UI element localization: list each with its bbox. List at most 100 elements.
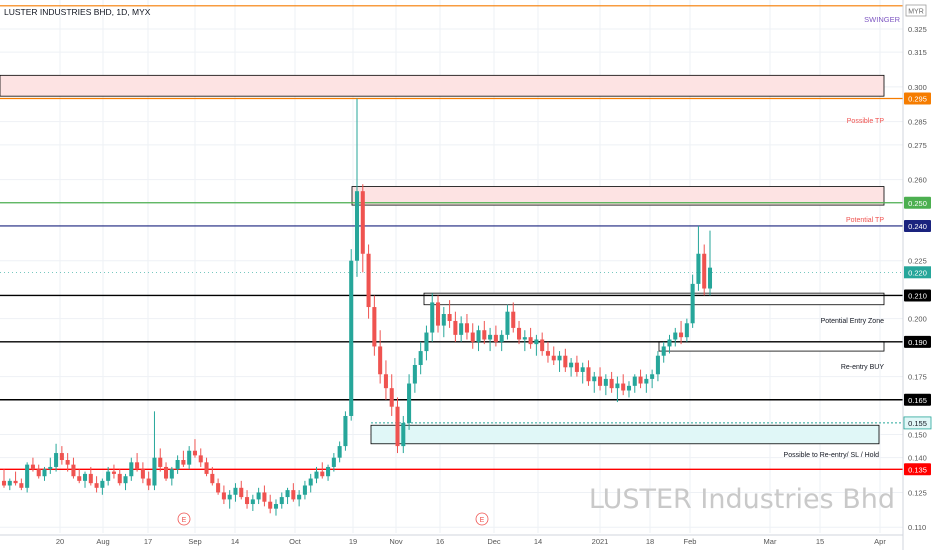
candle-body (204, 462, 209, 474)
candle-body (337, 446, 342, 458)
candle (430, 293, 435, 342)
price-tick-label: 0.150 (908, 431, 927, 440)
zones: Possible TP Potential TP Potential Entry Z… (0, 74, 885, 459)
time-axis[interactable]: 20 Aug 17 Sep 14 Oct 19 Nov 16 Dec 14 2021 18 Feb Mar 1… (0, 534, 903, 546)
candle-body (621, 383, 626, 391)
candle (534, 334, 539, 356)
candle-body (650, 374, 655, 379)
candle-body (48, 466, 53, 470)
candle (679, 320, 684, 345)
candle (1, 469, 7, 488)
currency-badge[interactable]: MYR (905, 4, 927, 17)
candle (522, 330, 527, 352)
candle-body (77, 476, 82, 481)
price-level-tag (904, 335, 931, 348)
candle-body (603, 378, 608, 386)
price-tick-label: 0.125 (908, 488, 927, 497)
candle (638, 369, 643, 389)
candle-body (117, 473, 122, 484)
price-level-tag (904, 393, 931, 406)
candle-body (482, 330, 487, 340)
candle-body (268, 501, 273, 509)
candle (650, 369, 655, 389)
candle (621, 374, 626, 396)
candle (129, 457, 134, 481)
candle (545, 341, 550, 363)
candle (418, 341, 423, 375)
candle-body (360, 191, 365, 254)
candle-body (187, 450, 192, 465)
candle-body (540, 339, 545, 352)
price-level-tag-label: 0.250 (908, 199, 927, 208)
candle-body (308, 478, 313, 486)
price-level-tag (904, 219, 931, 232)
candle (378, 330, 383, 384)
candle-body (366, 253, 371, 308)
price-axis[interactable]: 0.110 0.125 0.140 0.150 0.165 0.175 0.190 0.200… (902, 0, 932, 550)
candle-body (349, 260, 354, 416)
marker-tag-label: 0.155 (908, 419, 927, 428)
candle-body (667, 339, 672, 347)
candle (331, 453, 336, 472)
candle-body (111, 471, 116, 474)
candle (268, 494, 273, 514)
candle-body (227, 494, 232, 500)
candle (401, 415, 406, 454)
candle (7, 478, 12, 491)
candle (291, 483, 296, 502)
candle-body (412, 364, 417, 384)
candle-body (632, 376, 637, 386)
candle (690, 274, 695, 328)
time-tick-label: 15 (816, 537, 824, 546)
time-tick-label: 14 (231, 537, 239, 546)
candle (59, 446, 64, 465)
candle-body (453, 320, 458, 335)
price-tick-label: 0.140 (908, 454, 927, 463)
candle (71, 457, 76, 479)
candle-body (407, 383, 412, 423)
candle-body (464, 323, 469, 333)
price-tick-label: 0.275 (908, 141, 927, 150)
price-tick-label: 0.325 (908, 25, 927, 34)
candle-body (169, 469, 174, 479)
candle-body (569, 362, 574, 368)
candle-body (615, 383, 620, 389)
candle-body (563, 355, 568, 368)
candle (557, 351, 562, 372)
candle (314, 466, 319, 484)
candle-body (297, 494, 302, 500)
candle (175, 455, 180, 474)
candle (349, 249, 354, 421)
candle-body (164, 466, 169, 479)
candle (48, 457, 53, 474)
event-circle (177, 512, 191, 526)
price-tick-label: 0.175 (908, 373, 927, 382)
candle (661, 341, 666, 363)
candle (569, 358, 574, 377)
candle-body (302, 485, 307, 495)
candle-body (239, 487, 244, 498)
candle (65, 453, 70, 472)
time-tick-label: 18 (646, 537, 654, 546)
chart-title: LUSTER INDUSTRIES BHD, 1D, MYX (4, 7, 151, 17)
candle (470, 323, 475, 349)
candle (106, 466, 111, 486)
candle (592, 371, 597, 393)
candle-body (447, 314, 452, 321)
zone-box (370, 424, 880, 445)
marker-tag-label: 0.220 (908, 268, 927, 277)
price-level-tag-label: 0.190 (908, 338, 927, 347)
candle-body (690, 283, 695, 324)
time-tick-label: 14 (534, 537, 542, 546)
candle-body (320, 471, 325, 477)
candle (383, 360, 388, 400)
price-tick-label: 0.110 (908, 523, 926, 532)
candle (245, 490, 250, 509)
candle (517, 320, 522, 345)
zone-label: Re-entry BUY (841, 364, 885, 371)
time-tick-label: Dec (487, 537, 501, 546)
candle (505, 304, 510, 340)
candle-body (383, 374, 388, 389)
